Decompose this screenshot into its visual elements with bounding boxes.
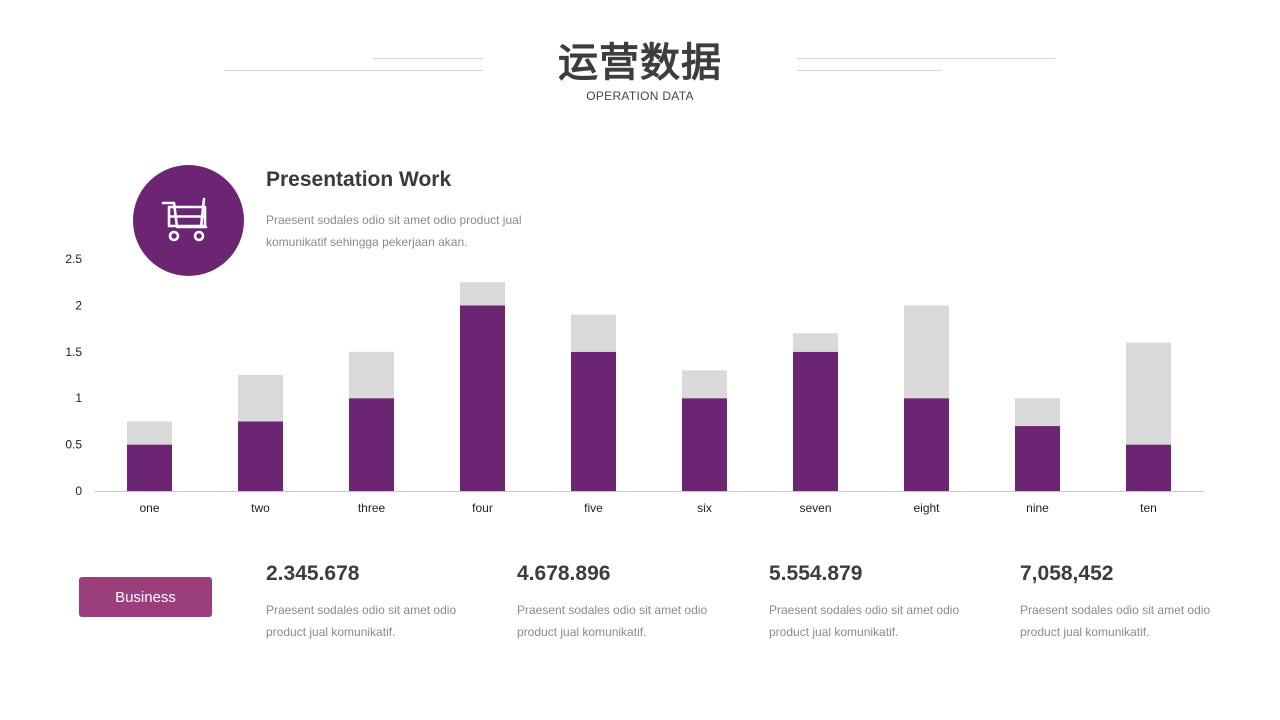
stat-desc: Praesent sodales odio sit amet odio prod… xyxy=(517,603,708,639)
bar-one-series-1 xyxy=(127,444,172,491)
stat-value: 5.554.879 xyxy=(769,562,863,585)
x-tick-label: two xyxy=(251,501,270,515)
bar-six-series-1 xyxy=(682,398,727,491)
bar-eight-series-1 xyxy=(904,398,949,491)
x-tick-label: three xyxy=(358,501,386,515)
intro-text: Praesent sodales odio sit amet odio prod… xyxy=(266,213,522,249)
x-tick-label: five xyxy=(584,501,603,515)
page-title: 运营数据 xyxy=(558,40,722,86)
bar-seven-series-1 xyxy=(793,351,838,491)
y-tick-label: 0 xyxy=(75,484,82,498)
bar-two-series-1 xyxy=(238,421,283,491)
x-tick-label: nine xyxy=(1026,501,1049,515)
bar-three-series-2 xyxy=(349,351,394,399)
y-tick-label: 1.5 xyxy=(65,345,82,359)
bar-nine-series-2 xyxy=(1015,398,1060,427)
page-subtitle: OPERATION DATA xyxy=(586,89,694,103)
stat-block-3: 5.554.879 Praesent sodales odio sit amet… xyxy=(769,562,984,643)
stacked-bar-chart: 0 0.5 1 1.5 2 2.5 one two three four five six seven e… xyxy=(65,252,1204,515)
bar-five-series-1 xyxy=(571,351,616,491)
stat-desc: Praesent sodales odio sit amet odio prod… xyxy=(266,603,457,639)
stat-value: 2.345.678 xyxy=(266,562,360,585)
header-divider-left-bottom xyxy=(224,70,483,71)
stat-block-1: 2.345.678 Praesent sodales odio sit amet… xyxy=(266,562,481,643)
header-divider-right-top xyxy=(797,58,1055,59)
bar-six-series-2 xyxy=(682,370,727,399)
y-tick-label: 2 xyxy=(75,298,82,312)
x-tick-label: six xyxy=(697,501,712,515)
stat-desc: Praesent sodales odio sit amet odio prod… xyxy=(1020,603,1211,639)
y-tick-label: 2.5 xyxy=(65,252,82,266)
x-tick-label: four xyxy=(472,501,493,515)
business-button[interactable]: Business xyxy=(79,577,212,617)
x-tick-label: ten xyxy=(1140,501,1157,515)
bar-ten-series-1 xyxy=(1126,444,1171,491)
cart-badge xyxy=(133,165,244,276)
bar-nine-series-1 xyxy=(1015,426,1060,491)
header-divider-left-top xyxy=(373,58,483,59)
intro-heading: Presentation Work xyxy=(266,168,452,191)
stat-block-2: 4.678.896 Praesent sodales odio sit amet… xyxy=(517,562,732,643)
bar-five-series-2 xyxy=(571,314,616,352)
bar-ten-series-2 xyxy=(1126,342,1171,445)
stat-desc: Praesent sodales odio sit amet odio prod… xyxy=(769,603,960,639)
header-divider-right-bottom xyxy=(797,70,942,71)
bar-one-series-2 xyxy=(127,421,172,445)
stat-block-4: 7,058,452 Praesent sodales odio sit amet… xyxy=(1020,562,1235,643)
bar-four-series-2 xyxy=(460,282,505,306)
y-tick-label: 1 xyxy=(75,391,82,405)
x-tick-label: one xyxy=(139,501,159,515)
x-tick-label: seven xyxy=(799,501,831,515)
stat-value: 7,058,452 xyxy=(1020,562,1114,585)
stat-value: 4.678.896 xyxy=(517,562,611,585)
bar-eight-series-2 xyxy=(904,305,949,399)
bar-seven-series-2 xyxy=(793,333,838,352)
bar-two-series-2 xyxy=(238,375,283,422)
bar-four-series-1 xyxy=(460,305,505,491)
bar-three-series-1 xyxy=(349,398,394,491)
x-tick-label: eight xyxy=(913,501,940,515)
y-tick-label: 0.5 xyxy=(65,438,82,452)
shopping-cart-icon xyxy=(161,197,207,241)
